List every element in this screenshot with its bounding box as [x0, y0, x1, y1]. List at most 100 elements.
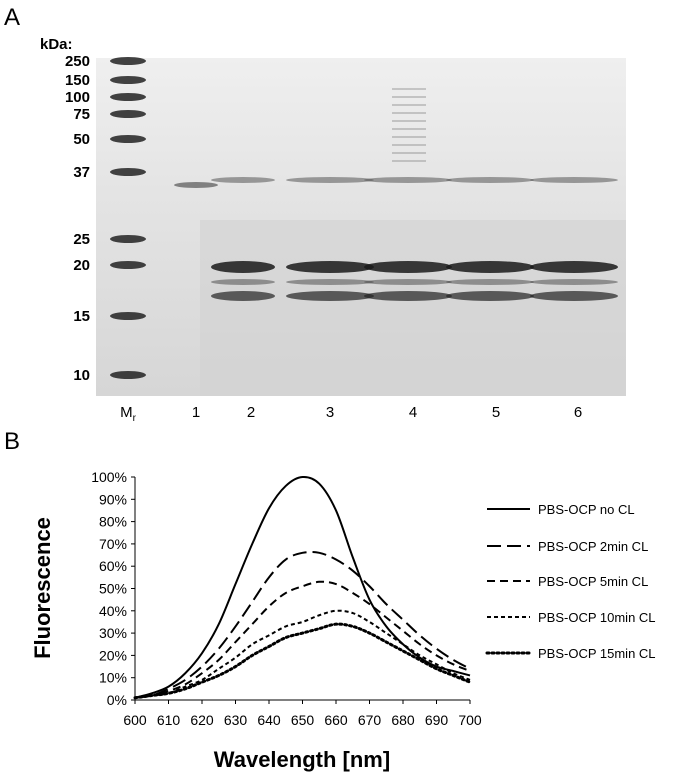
sample-band — [364, 177, 452, 183]
marker-band — [110, 76, 146, 84]
legend-label: PBS-OCP 15min CL — [538, 646, 656, 661]
marker-label: 75 — [73, 106, 90, 123]
sample-band — [446, 177, 534, 183]
marker-band — [110, 235, 146, 243]
plot-axes — [134, 477, 470, 701]
marker-band — [110, 57, 146, 65]
marker-label: 20 — [73, 257, 90, 274]
marker-label: 150 — [65, 72, 90, 89]
smear-band — [392, 96, 426, 98]
smear-band — [392, 120, 426, 122]
smear-band — [392, 136, 426, 138]
lane-label: 5 — [492, 404, 500, 421]
sample-band — [286, 279, 374, 285]
lane-label: Mr — [120, 404, 137, 424]
lane-labels: Mr 1 2 3 4 5 6 — [120, 404, 582, 424]
x-tick-label: 690 — [425, 712, 449, 728]
x-tick-label: 620 — [190, 712, 214, 728]
x-tick-label: 650 — [291, 712, 315, 728]
x-tick-label: 610 — [157, 712, 181, 728]
legend-label: PBS-OCP 2min CL — [538, 539, 648, 554]
y-tick-label: 90% — [99, 491, 127, 507]
series-line — [134, 609, 471, 699]
marker-label: 15 — [73, 308, 90, 325]
gel-lower-region — [200, 220, 626, 396]
plot-series — [133, 475, 472, 700]
x-tick-label: 700 — [458, 712, 482, 728]
sample-band — [530, 177, 618, 183]
sample-band — [286, 261, 374, 273]
series-line — [134, 580, 471, 699]
lane-label: 1 — [192, 404, 200, 421]
x-tick-label: 680 — [391, 712, 415, 728]
y-tick-label: 20% — [99, 647, 127, 663]
sample-band — [446, 261, 534, 273]
smear-band — [392, 128, 426, 130]
marker-label: 25 — [73, 231, 90, 248]
x-tick-label: 660 — [324, 712, 348, 728]
y-tick-label: 60% — [99, 558, 127, 574]
marker-label: 50 — [73, 131, 90, 148]
marker-band — [110, 135, 146, 143]
y-tick-label: 50% — [99, 581, 127, 597]
sample-band — [446, 279, 534, 285]
sample-band — [530, 261, 618, 273]
y-tick-label: 100% — [91, 469, 127, 485]
chart-legend: PBS-OCP no CL PBS-OCP 2min CL PBS-OCP 5min… — [485, 502, 656, 661]
x-tick-label: 630 — [224, 712, 248, 728]
sample-band — [174, 182, 218, 188]
lane-label: 3 — [326, 404, 334, 421]
x-axis-label: Wavelength [nm] — [214, 747, 390, 772]
y-tick-label: 0% — [107, 692, 127, 708]
legend-label: PBS-OCP 10min CL — [538, 610, 656, 625]
y-tick-label: 80% — [99, 514, 127, 530]
marker-label: 10 — [73, 367, 90, 384]
y-axis-label: Fluorescence — [30, 517, 55, 659]
y-tick-label: 10% — [99, 670, 127, 686]
marker-band — [110, 168, 146, 176]
x-tick-label: 600 — [123, 712, 147, 728]
y-tick-label: 70% — [99, 536, 127, 552]
marker-band — [110, 371, 146, 379]
sample-band — [211, 279, 275, 285]
marker-band — [110, 110, 146, 118]
series-line — [134, 475, 471, 699]
sample-band — [364, 291, 452, 301]
sample-band — [211, 261, 275, 273]
sample-band — [364, 261, 452, 273]
smear-band — [392, 112, 426, 114]
sample-band — [286, 177, 374, 183]
series-line — [134, 550, 471, 699]
smear-band — [392, 144, 426, 146]
marker-band — [110, 261, 146, 269]
marker-band — [110, 93, 146, 101]
sample-band — [530, 279, 618, 285]
panel-a-letter: A — [4, 4, 21, 31]
sample-band — [364, 279, 452, 285]
marker-label: 37 — [73, 164, 90, 181]
legend-label: PBS-OCP no CL — [538, 502, 635, 517]
sample-band — [286, 291, 374, 301]
sample-band — [211, 177, 275, 183]
plot-ticks: 0% 10% 20% 30% 40% 50% 60% 70% 80% 90% 100% 600 610 6… — [91, 469, 482, 728]
legend-label: PBS-OCP 5min CL — [538, 574, 648, 589]
smear-band — [392, 152, 426, 154]
y-tick-label: 30% — [99, 625, 127, 641]
x-tick-label: 640 — [257, 712, 281, 728]
lane-label: 2 — [247, 404, 255, 421]
marker-label: 250 — [65, 53, 90, 70]
sample-band — [211, 291, 275, 301]
panel-b-letter: B — [4, 428, 21, 455]
marker-band — [110, 312, 146, 320]
mr-subscript: r — [133, 413, 137, 424]
gel-bands — [110, 57, 618, 379]
kda-label: kDa: — [40, 36, 73, 53]
sample-band — [530, 291, 618, 301]
marker-label: 100 — [65, 89, 90, 106]
smear-band — [392, 160, 426, 162]
lane-label: 6 — [574, 404, 582, 421]
series-line — [133, 622, 472, 700]
lane-label: 4 — [409, 404, 417, 421]
